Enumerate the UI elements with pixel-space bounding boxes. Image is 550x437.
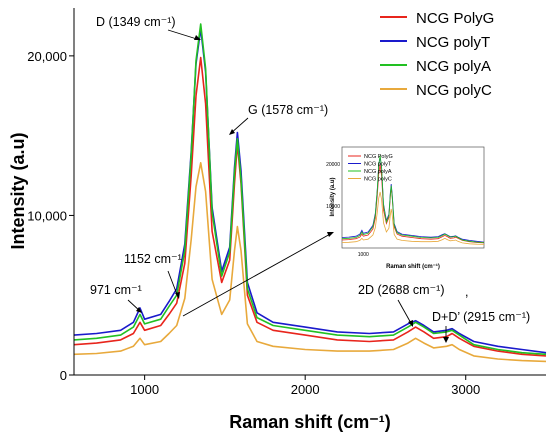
legend-label-ncg-polyg: NCG PolyG <box>416 10 494 27</box>
arrowhead-d-plus-d-peak <box>443 337 449 343</box>
main-series <box>73 23 547 363</box>
arrow-2d-peak <box>397 299 413 326</box>
inset-y-tick-label-20000: 20000 <box>326 162 340 168</box>
inset-frame <box>341 146 485 249</box>
annotation-1152: 1152 cm⁻¹ <box>124 252 182 266</box>
legend-label-ncg-polyc: NCG polyC <box>416 82 492 99</box>
arrowhead-971 <box>136 307 142 313</box>
inset-series-line-ncg-polya <box>341 155 485 243</box>
y-ticks: 0 10,000 20,000 <box>27 49 74 383</box>
inset-x-tick-label-1000: 1000 <box>358 252 369 258</box>
arrowhead-d-peak <box>194 35 201 40</box>
annotation-g-peak: G (1578 cm⁻¹) <box>248 103 328 117</box>
y-axis-title: Intensity (a.u) <box>8 132 28 249</box>
arrowhead-1152 <box>175 292 180 299</box>
x-axis-title: Raman shift (cm⁻¹) <box>229 412 391 432</box>
annotation-971: 971 cm⁻¹ <box>90 283 142 297</box>
inset-legend-label-ncg-polyt: NCG polyT <box>364 162 392 168</box>
legend-label-ncg-polya: NCG polyA <box>416 58 491 75</box>
x-tick-label-2000: 2000 <box>291 382 320 397</box>
inset-ticks: 1000 10000 20000 <box>326 162 369 258</box>
annotations: D (1349 cm⁻¹) G (1578 cm⁻¹) 1152 cm⁻¹ 97… <box>90 15 530 343</box>
x-tick-label-3000: 3000 <box>451 382 480 397</box>
arrow-1152 <box>167 270 179 298</box>
y-tick-label-0: 0 <box>60 368 67 383</box>
inset-pointer-line <box>182 232 333 317</box>
annotation-comma: , <box>465 285 468 299</box>
inset-pointer-arrowhead <box>327 232 334 237</box>
x-ticks: 1000 2000 3000 <box>130 375 480 397</box>
inset-y-axis-title: Intensity (a.u) <box>330 177 336 216</box>
legend-label-ncg-polyt: NCG polyT <box>416 34 490 51</box>
inset-x-axis-title: Raman shift (cm⁻¹) <box>386 263 440 270</box>
inset-legend-label-ncg-polyc: NCG polyC <box>364 177 392 183</box>
annotation-2d-peak: 2D (2688 cm⁻¹) <box>358 283 444 297</box>
legend: NCG PolyG NCG polyT NCG polyA NCG polyC <box>380 10 494 99</box>
arrowhead-2d-peak <box>408 320 413 327</box>
series-line-ncg-polya <box>73 23 547 356</box>
annotation-d-plus-d-peak: D+D’ (2915 cm⁻¹) <box>432 310 530 324</box>
arrowhead-g-peak <box>229 129 235 135</box>
inset-y-tick-label-10000: 10000 <box>326 204 340 210</box>
inset-series-line-ncg-polyc <box>341 191 485 245</box>
y-tick-label-10-000: 10,000 <box>27 208 67 223</box>
x-tick-label-1000: 1000 <box>130 382 159 397</box>
inset-series <box>341 155 485 245</box>
annotation-d-peak: D (1349 cm⁻¹) <box>96 15 176 29</box>
series-line-ncg-polyc <box>73 162 547 363</box>
inset-legend-label-ncg-polyg: NCG PolyG <box>364 154 393 160</box>
inset-legend-label-ncg-polya: NCG polyA <box>364 169 392 175</box>
y-tick-label-20-000: 20,000 <box>27 49 67 64</box>
